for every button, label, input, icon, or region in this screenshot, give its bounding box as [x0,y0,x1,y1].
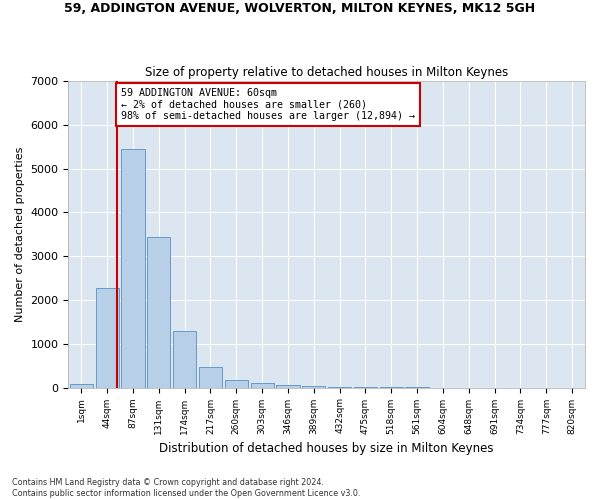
Bar [251,384,274,388]
Bar [224,380,248,388]
Y-axis label: Number of detached properties: Number of detached properties [15,146,25,322]
Bar [302,386,325,388]
Text: 59 ADDINGTON AVENUE: 60sqm
← 2% of detached houses are smaller (260)
98% of semi: 59 ADDINGTON AVENUE: 60sqm ← 2% of detac… [121,88,415,121]
Bar [95,288,119,388]
Bar [199,368,222,388]
X-axis label: Distribution of detached houses by size in Milton Keynes: Distribution of detached houses by size … [160,442,494,455]
Bar [173,330,196,388]
Text: Contains HM Land Registry data © Crown copyright and database right 2024.
Contai: Contains HM Land Registry data © Crown c… [12,478,361,498]
Bar [121,149,145,388]
Bar [277,385,299,388]
Text: 59, ADDINGTON AVENUE, WOLVERTON, MILTON KEYNES, MK12 5GH: 59, ADDINGTON AVENUE, WOLVERTON, MILTON … [64,2,536,16]
Bar [328,387,351,388]
Title: Size of property relative to detached houses in Milton Keynes: Size of property relative to detached ho… [145,66,508,78]
Bar [147,238,170,388]
Bar [70,384,93,388]
